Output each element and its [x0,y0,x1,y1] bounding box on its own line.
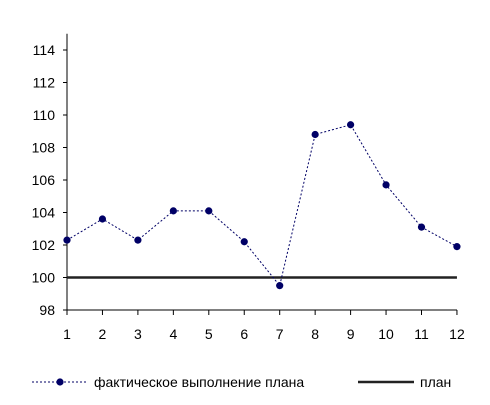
y-tick-label: 106 [32,172,56,188]
x-tick-label: 11 [414,326,429,342]
x-tick-label: 8 [311,326,319,342]
data-point-actual [169,207,177,215]
x-axis-ticks: 1 2 3 4 5 6 7 8 9 10 11 12 [63,310,465,342]
legend: фактическое выполнение плана план [32,374,451,390]
y-tick-label: 112 [33,75,56,91]
y-tick-label: 98 [39,302,55,318]
y-axis-ticks: 98 100 102 104 106 108 110 112 114 [32,42,67,318]
data-point-actual [347,121,355,129]
data-point-actual [453,243,461,251]
y-tick-label: 100 [32,270,56,286]
chart-axes [66,33,457,311]
data-point-actual [63,236,71,244]
data-point-actual [240,238,248,246]
x-tick-label: 10 [378,326,394,342]
x-tick-label: 5 [205,326,213,342]
y-tick-label: 110 [33,107,56,123]
y-tick-label: 114 [33,42,56,58]
x-tick-label: 6 [240,326,248,342]
y-tick-label: 108 [32,140,56,156]
series-line-actual [66,124,458,287]
data-point-actual [98,215,107,223]
legend-marker-actual [56,378,64,386]
legend-label-actual: фактическое выполнение плана [94,374,304,390]
x-tick-label: 4 [169,326,177,342]
data-point-actual [205,207,213,215]
x-tick-label: 2 [99,326,107,342]
x-tick-label: 9 [347,326,355,342]
x-tick-label: 3 [134,326,142,342]
y-tick-label: 104 [32,205,56,221]
data-point-actual [311,130,319,139]
y-tick-label: 102 [32,237,56,253]
x-tick-label: 1 [63,326,71,342]
x-tick-label: 12 [449,326,465,342]
data-point-actual [134,236,142,244]
data-point-actual [276,282,284,290]
data-point-actual [417,223,426,231]
series-layer [63,121,461,290]
x-tick-label: 7 [276,326,284,342]
data-point-actual [382,181,390,189]
legend-label-plan: план [420,374,451,390]
